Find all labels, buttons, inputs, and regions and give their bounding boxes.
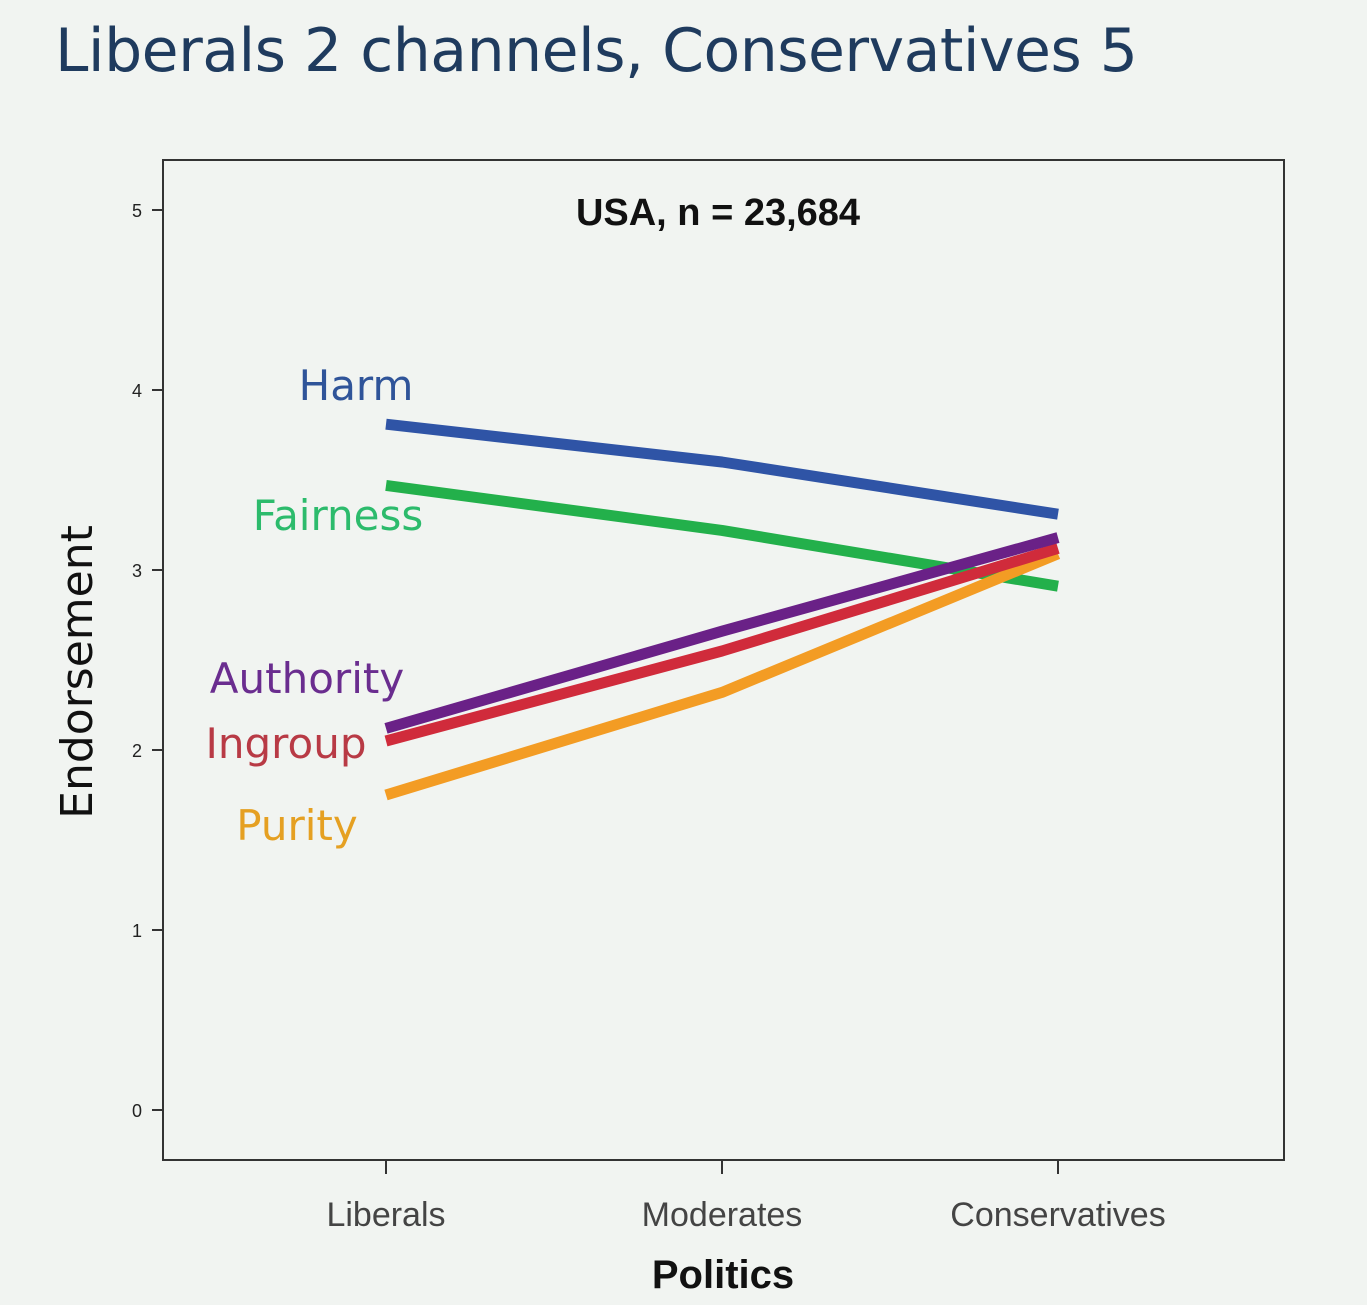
y-tick-label: 4 <box>132 381 142 401</box>
series-labels: Harm Fairness Authority Ingroup Purity <box>206 361 424 850</box>
series-line-purity <box>384 548 1061 801</box>
series-label-authority: Authority <box>210 654 404 703</box>
x-axis-label: Politics <box>652 1253 794 1297</box>
series-label-harm: Harm <box>299 361 414 410</box>
series-line-harm <box>385 418 1059 520</box>
y-axis-label: Endorsement <box>52 525 103 819</box>
x-tick-label: Conservatives <box>950 1196 1165 1234</box>
y-tick-label: 5 <box>132 201 142 221</box>
slide-title: Liberals 2 channels, Conservatives 5 <box>55 16 1138 86</box>
y-tick-label: 3 <box>132 561 142 581</box>
series-line-ingroup <box>384 543 1060 747</box>
series-label-purity: Purity <box>236 801 357 850</box>
x-tick-label: Liberals <box>326 1196 445 1234</box>
y-tick-label: 1 <box>132 921 142 941</box>
series-lines <box>384 418 1061 801</box>
plot-frame <box>162 159 1285 1161</box>
y-tick-label: 0 <box>132 1101 142 1121</box>
y-tick-label: 2 <box>132 741 142 761</box>
x-tick-label: Moderates <box>642 1196 803 1234</box>
series-line-authority <box>384 532 1060 734</box>
x-axis-ticks: Liberals Moderates Conservatives <box>326 1160 1166 1234</box>
series-label-ingroup: Ingroup <box>206 719 367 768</box>
chart-title: USA, n = 23,684 <box>576 192 860 234</box>
series-label-fairness: Fairness <box>253 491 423 540</box>
y-axis-ticks: 0 1 2 3 4 5 <box>132 201 163 1121</box>
